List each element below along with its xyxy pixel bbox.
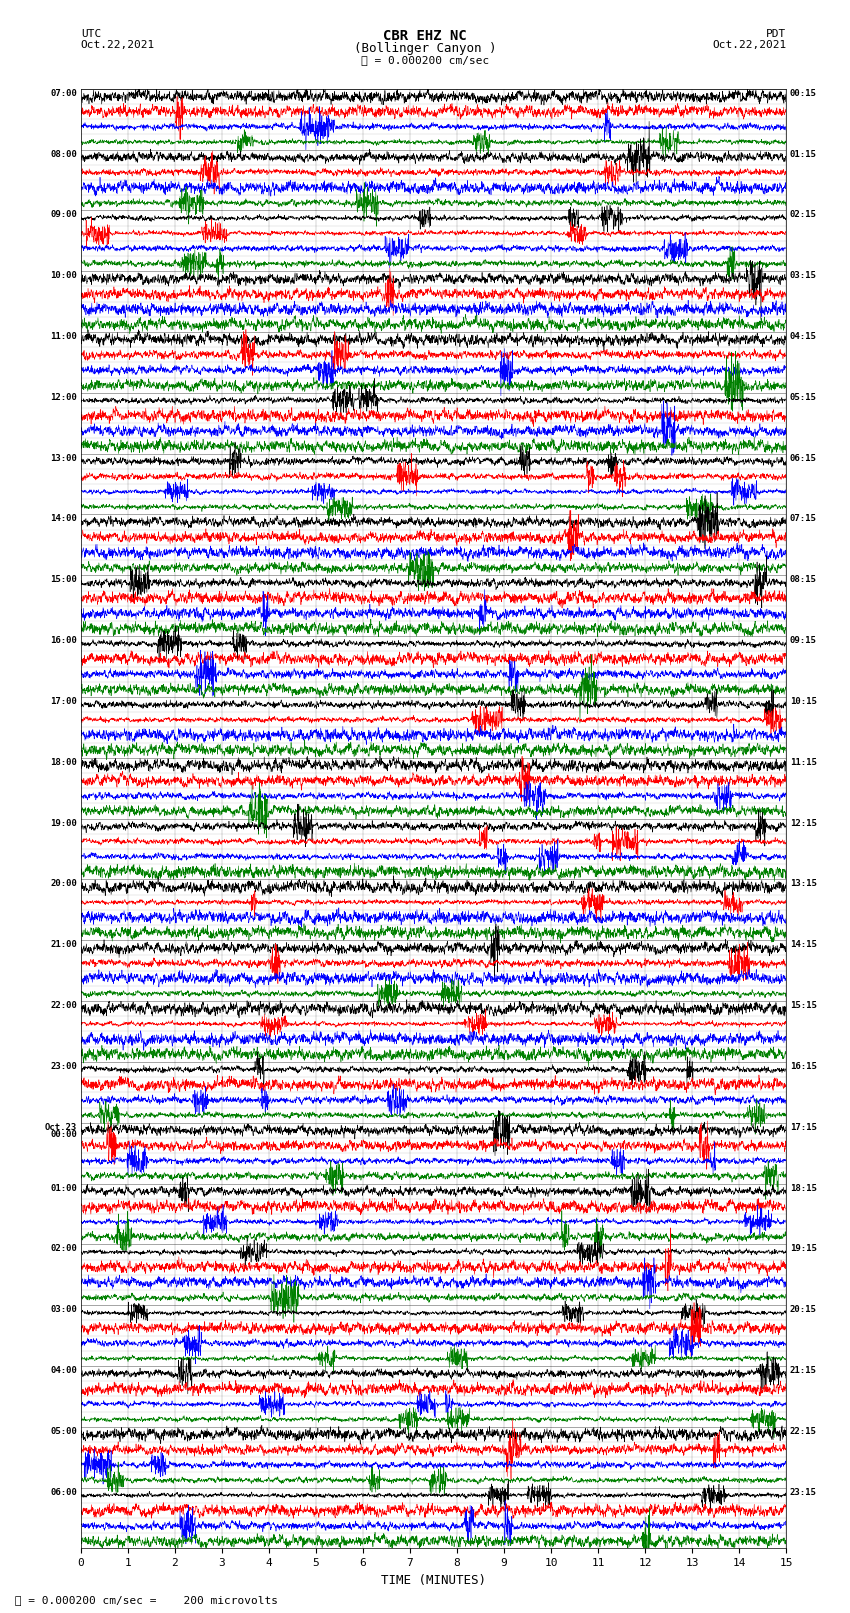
Text: 07:15: 07:15 [790, 515, 817, 524]
Text: 00:00: 00:00 [50, 1131, 77, 1139]
Text: 05:00: 05:00 [50, 1428, 77, 1436]
Text: CBR EHZ NC: CBR EHZ NC [383, 29, 467, 44]
Text: 18:15: 18:15 [790, 1184, 817, 1192]
Text: 06:00: 06:00 [50, 1487, 77, 1497]
Text: Oct.22,2021: Oct.22,2021 [81, 40, 155, 50]
Text: 13:15: 13:15 [790, 879, 817, 889]
Text: 19:00: 19:00 [50, 819, 77, 827]
Text: ⎸ = 0.000200 cm/sec: ⎸ = 0.000200 cm/sec [361, 55, 489, 65]
Text: 17:00: 17:00 [50, 697, 77, 706]
Text: 01:15: 01:15 [790, 150, 817, 158]
Text: 21:00: 21:00 [50, 940, 77, 948]
Text: 18:00: 18:00 [50, 758, 77, 766]
Text: 17:15: 17:15 [790, 1123, 817, 1132]
Text: 13:00: 13:00 [50, 453, 77, 463]
Text: 11:15: 11:15 [790, 758, 817, 766]
Text: 06:15: 06:15 [790, 453, 817, 463]
Text: Oct.23: Oct.23 [45, 1123, 77, 1132]
Text: 02:00: 02:00 [50, 1244, 77, 1253]
Text: 20:00: 20:00 [50, 879, 77, 889]
Text: 22:00: 22:00 [50, 1002, 77, 1010]
Text: 10:00: 10:00 [50, 271, 77, 281]
Text: UTC: UTC [81, 29, 101, 39]
Text: Oct.22,2021: Oct.22,2021 [712, 40, 786, 50]
Text: (Bollinger Canyon ): (Bollinger Canyon ) [354, 42, 496, 55]
Text: 22:15: 22:15 [790, 1428, 817, 1436]
Text: 16:15: 16:15 [790, 1061, 817, 1071]
Text: 02:15: 02:15 [790, 210, 817, 219]
Text: 23:15: 23:15 [790, 1487, 817, 1497]
Text: 03:15: 03:15 [790, 271, 817, 281]
Text: 20:15: 20:15 [790, 1305, 817, 1315]
Text: 04:00: 04:00 [50, 1366, 77, 1374]
Text: 15:00: 15:00 [50, 576, 77, 584]
Text: 11:00: 11:00 [50, 332, 77, 340]
Text: 15:15: 15:15 [790, 1002, 817, 1010]
Text: PDT: PDT [766, 29, 786, 39]
Text: ⎸ = 0.000200 cm/sec =    200 microvolts: ⎸ = 0.000200 cm/sec = 200 microvolts [8, 1595, 279, 1605]
Text: 05:15: 05:15 [790, 394, 817, 402]
Text: 14:15: 14:15 [790, 940, 817, 948]
Text: 14:00: 14:00 [50, 515, 77, 524]
Text: 16:00: 16:00 [50, 636, 77, 645]
Text: 21:15: 21:15 [790, 1366, 817, 1374]
Text: 10:15: 10:15 [790, 697, 817, 706]
Text: 09:15: 09:15 [790, 636, 817, 645]
Text: 09:00: 09:00 [50, 210, 77, 219]
Text: 01:00: 01:00 [50, 1184, 77, 1192]
Text: 23:00: 23:00 [50, 1061, 77, 1071]
Text: 12:15: 12:15 [790, 819, 817, 827]
Text: 04:15: 04:15 [790, 332, 817, 340]
Text: 00:15: 00:15 [790, 89, 817, 98]
Text: 08:15: 08:15 [790, 576, 817, 584]
X-axis label: TIME (MINUTES): TIME (MINUTES) [381, 1574, 486, 1587]
Text: 12:00: 12:00 [50, 394, 77, 402]
Text: 19:15: 19:15 [790, 1244, 817, 1253]
Text: 08:00: 08:00 [50, 150, 77, 158]
Text: 07:00: 07:00 [50, 89, 77, 98]
Text: 03:00: 03:00 [50, 1305, 77, 1315]
